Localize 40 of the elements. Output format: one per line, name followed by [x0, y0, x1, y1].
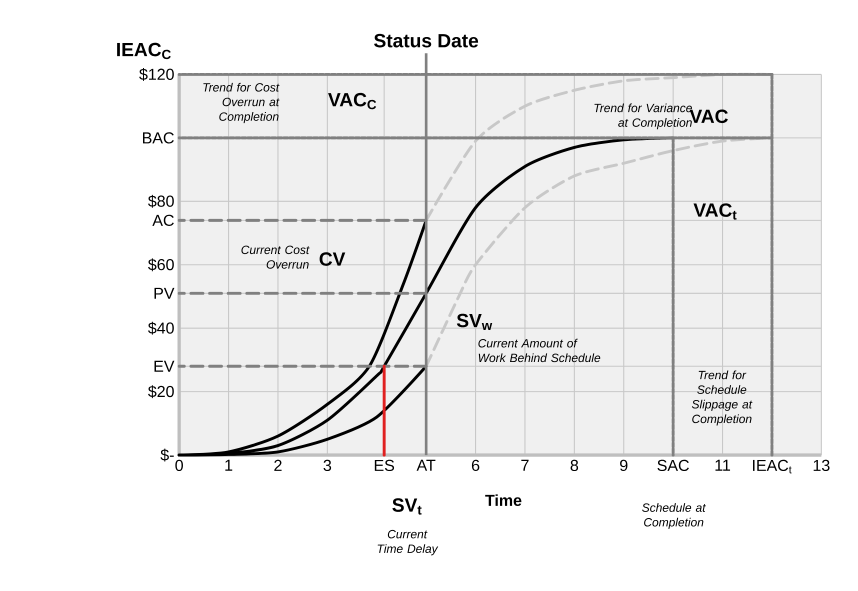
annotation: Current Cost Overrun: [241, 246, 310, 269]
text: Current Time Delay: [378, 530, 438, 556]
x-tick-label: 6: [472, 460, 480, 471]
x-tick-label: SAC: [657, 460, 689, 471]
y-tick-label: $-: [160, 448, 174, 462]
x-tick-label: 2: [274, 460, 282, 471]
x-tick-label: 0: [175, 460, 183, 471]
annotation: SV$_{w}$: [456, 314, 492, 330]
y-tick-label: PV: [154, 288, 174, 299]
x-tick-label: AT: [416, 460, 436, 471]
x-tick-label: ES: [374, 460, 394, 471]
y-tick-label: $60: [148, 258, 174, 272]
annotation: Current Amount of Work Behind Schedule: [478, 338, 600, 362]
x-axis-title: Time: [485, 494, 522, 506]
x-tick-label: 11: [715, 460, 730, 471]
annotation: CV: [320, 252, 346, 266]
x-tick-label: IEAC$_{t}$: [753, 460, 792, 474]
annotation: VAC$_{C}$: [328, 92, 376, 110]
y-tick-label: $40: [148, 322, 174, 335]
ref-line-label: Status Date: [374, 34, 478, 48]
annotation: Trend for Variance at Completion: [594, 103, 692, 130]
x-tick-label: 7: [521, 460, 529, 471]
annotation: Trend for Cost Overrun at Completion: [203, 82, 280, 124]
annotation: Trend for Schedule Slippage at Completion: [692, 370, 752, 426]
x-tick-label: 1: [225, 460, 232, 471]
x-tick-label: 13: [814, 460, 830, 471]
y-tick-label: AC: [152, 214, 174, 226]
y-tick-label: EV: [154, 360, 174, 372]
text: Schedule at Completion: [642, 503, 706, 529]
x-tick-label: 9: [620, 460, 628, 471]
y-tick-label: $80: [148, 194, 174, 208]
y-tick-label: $20: [148, 385, 174, 398]
x-tick-label: 3: [324, 460, 332, 471]
annotation: VAC: [690, 109, 728, 124]
y-tick-label: BAC: [143, 132, 174, 144]
y-axis-title: IEAC$_{C}$: [117, 42, 171, 60]
text: SV$_{t}$: [392, 498, 422, 515]
x-tick-label: 8: [570, 460, 578, 471]
y-tick-label: $120: [139, 68, 174, 81]
annotation: VAC$_{t}$: [693, 203, 737, 220]
